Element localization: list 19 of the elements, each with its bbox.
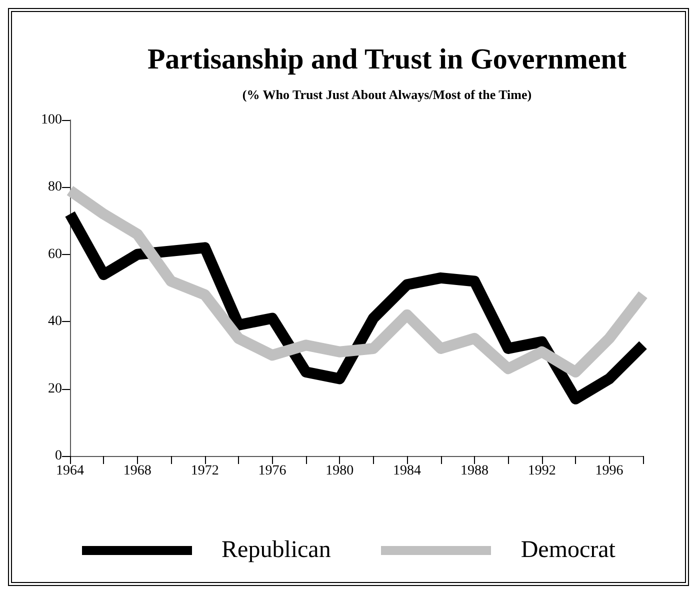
y-tick-label: 80 bbox=[48, 180, 62, 195]
chart-title: Partisanship and Trust in Government bbox=[147, 44, 627, 76]
x-tick-label: 1996 bbox=[595, 464, 624, 478]
x-tick-label: 1964 bbox=[56, 464, 84, 478]
y-tick-label: 60 bbox=[48, 246, 62, 262]
y-tick-label: 0 bbox=[55, 448, 62, 464]
x-tick-label: 1984 bbox=[393, 464, 422, 478]
y-tick-label: 20 bbox=[48, 381, 62, 396]
x-tick-label: 1980 bbox=[326, 464, 354, 478]
x-tick-label: 1968 bbox=[123, 464, 152, 478]
x-tick-label: 1992 bbox=[528, 464, 556, 478]
x-tick-label: 1988 bbox=[460, 464, 488, 478]
x-tick-label: 1976 bbox=[258, 464, 286, 478]
chart-subtitle: (% Who Trust Just About Always/Most of the Time) bbox=[242, 87, 532, 102]
legend-label: Republican bbox=[222, 537, 331, 564]
y-tick-label: 100 bbox=[41, 112, 62, 128]
y-tick-label: 40 bbox=[48, 314, 62, 330]
x-tick-label: 1972 bbox=[190, 464, 219, 478]
legend-label: Democrat bbox=[520, 537, 616, 564]
